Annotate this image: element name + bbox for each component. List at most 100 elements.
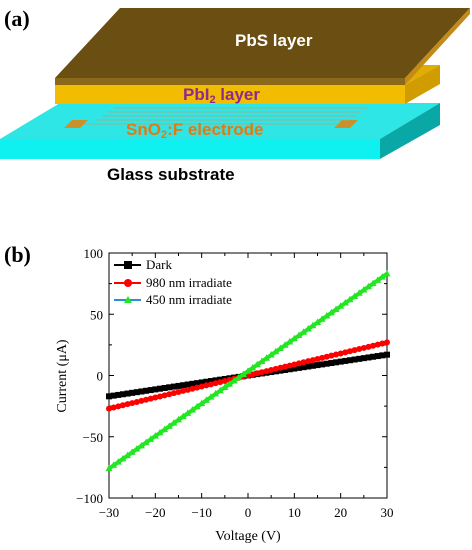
data-point [180,387,187,394]
data-point [184,409,192,416]
data-point [138,388,145,395]
data-point [161,392,168,399]
data-point [365,354,372,361]
y-axis-tick-labels: 100 50 0 −50 −100 [76,246,103,506]
data-point [341,299,349,306]
data-point [119,402,126,409]
data-point [374,341,381,348]
data-point [286,337,294,345]
data-point [105,464,113,472]
data-point [379,340,386,347]
data-point [300,328,308,335]
data-point [216,386,224,394]
data-point [235,373,243,381]
data-point [110,392,117,399]
data-point [161,425,169,433]
data-point [239,370,247,377]
data-point [151,432,159,439]
data-point [244,367,252,374]
data-point [314,362,321,369]
data-point [282,366,289,373]
x-tick-label: 30 [381,505,394,520]
data-point [225,380,233,387]
y-tick-label: 50 [90,307,103,322]
data-point [291,361,298,368]
data-point [360,355,367,362]
data-point [384,351,390,358]
data-point [351,292,359,300]
data-point [360,344,367,351]
data-point [319,354,326,361]
data-point [323,312,331,319]
data-point [364,282,372,290]
data-point [276,344,284,351]
pbi2-layer-label: PbI2 layer [183,85,260,106]
data-point [356,355,363,362]
data-point [300,359,307,366]
data-point [327,308,335,316]
panel-b-label: (b) [4,242,31,267]
data-point [290,334,298,342]
data-point [272,347,280,355]
data-point [305,363,312,370]
glass-substrate-side [380,103,440,159]
data-point [203,378,210,385]
pbs-layer-side [405,8,470,85]
data-point [258,369,265,376]
data-point [369,279,377,287]
data-point [346,357,353,364]
data-point [304,325,312,332]
data-point [337,350,344,357]
data-point [133,445,141,452]
x-tick-label: 0 [245,505,252,520]
data-point [230,376,238,384]
data-point [106,393,112,400]
data-point [328,352,335,359]
data-point [314,318,321,326]
legend-label-450: 450 nm irradiate [146,292,232,307]
data-point [179,412,187,420]
pbs-layer-top [55,8,470,78]
data-point [115,403,122,410]
data-point [291,365,298,372]
data-point [207,378,214,385]
data-point [129,400,136,407]
data-point [193,402,201,410]
data-point [323,360,330,367]
data-point [337,358,344,365]
x-tick-label: −30 [99,505,119,520]
data-point [268,366,275,373]
data-point [305,358,312,365]
data-point [300,364,307,371]
data-point [175,415,182,423]
data-point [378,273,386,280]
data-point [202,396,210,403]
data-point [374,276,382,283]
data-point [379,352,386,359]
x-tick-label: 10 [288,505,301,520]
data-point [309,362,316,369]
panel-a-label: (a) [4,6,30,31]
data-point [156,385,163,392]
data-point [188,406,196,413]
data-point [156,428,164,436]
data-point [263,354,271,361]
x-tick-label: −20 [145,505,165,520]
data-point [355,289,363,296]
data-point [147,435,155,442]
x-tick-label: 20 [334,505,347,520]
data-point [254,370,261,377]
data-point [282,363,289,370]
data-point [133,389,140,396]
data-point [295,364,302,371]
data-point [133,398,140,405]
series-2 [105,269,391,472]
data-point [124,390,131,397]
legend-marker-980 [124,279,132,287]
data-point [309,357,316,364]
data-point [129,389,136,396]
data-point [286,362,293,369]
data-point [119,454,127,462]
data-point [106,405,112,412]
data-point [333,351,340,358]
